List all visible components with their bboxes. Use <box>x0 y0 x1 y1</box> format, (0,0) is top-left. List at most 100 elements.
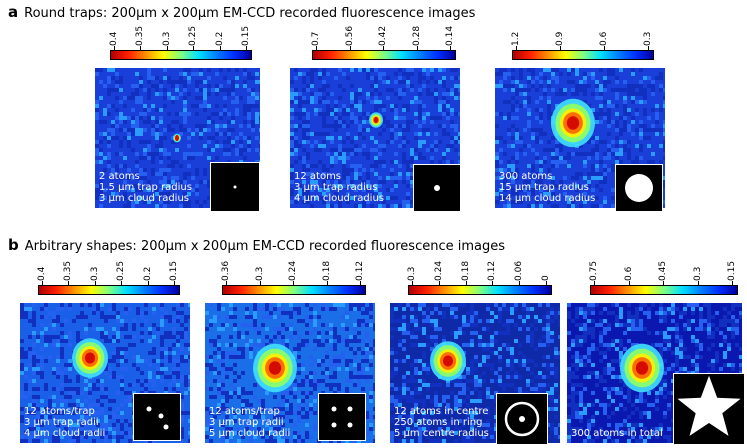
colorbar-tick-mark <box>516 46 517 50</box>
trap-shape-graphic <box>319 394 365 440</box>
trap-spot <box>147 407 152 412</box>
colorbar-tick-mark <box>95 281 96 285</box>
trap-shape-inset <box>413 164 461 212</box>
colorbar-tick-mark <box>246 46 247 50</box>
panel-annotation: 12 atoms in centre <box>394 406 488 417</box>
colorbar-tick-mark <box>293 281 294 285</box>
colorbar-tick-label: 0.6 <box>624 267 634 281</box>
colorbar-tick-mark <box>450 46 451 50</box>
star-trap-shape <box>677 376 740 436</box>
colorbar-tick-label: 0.6 <box>599 32 609 46</box>
trap-spot <box>519 416 525 422</box>
trap-shape-inset <box>496 393 548 445</box>
colorbar-tick-label: 0.3 <box>90 267 100 281</box>
section-a-title: a Round traps: 200µm x 200µm EM-CCD recor… <box>8 3 475 21</box>
trap-spot <box>434 185 440 191</box>
colorbar-tick-mark <box>519 281 520 285</box>
colorbar-tick-mark <box>42 281 43 285</box>
colorbar-tick-mark <box>492 281 493 285</box>
trap-shape-inset <box>615 164 663 212</box>
colorbar-tick-mark <box>316 46 317 50</box>
trap-spot <box>159 414 164 419</box>
panel-annotation: 2 atoms <box>99 171 140 182</box>
atom-cloud <box>374 117 378 123</box>
colorbar-tick-label: 0.15 <box>169 261 179 281</box>
colorbar-tick-mark <box>174 281 175 285</box>
panel-annotation: 250 atoms in ring <box>394 417 482 428</box>
colorbar-tick-mark <box>417 46 418 50</box>
colorbar-tick-mark <box>648 46 649 50</box>
colorbar-tick-mark <box>140 46 141 50</box>
colorbar-tick-label: 0.75 <box>589 261 599 281</box>
colorbar-tick-label: 0.4 <box>37 267 47 281</box>
colorbar-tick-label: 0.9 <box>555 32 565 46</box>
colorbar-tick-mark <box>439 281 440 285</box>
atom-cloud <box>175 135 179 141</box>
panel-annotation: 5 µm centre radius <box>394 428 489 439</box>
colorbar-tick-label: 0.28 <box>412 26 422 46</box>
colorbar <box>110 50 252 60</box>
colorbar-tick-label: 0.12 <box>355 261 365 281</box>
colorbar-tick-mark <box>148 281 149 285</box>
colorbar-tick-mark <box>360 281 361 285</box>
atom-cloud <box>636 361 648 375</box>
colorbar-tick-mark <box>466 281 467 285</box>
trap-shape-graphic <box>134 394 180 440</box>
trap-shape-graphic <box>497 394 547 444</box>
colorbar-tick-mark <box>68 281 69 285</box>
trap-spot <box>164 425 169 430</box>
section-b-letter: b <box>8 236 19 254</box>
atom-cloud <box>443 355 453 366</box>
panel-annotation: 12 atoms/trap <box>209 406 280 417</box>
atom-cloud <box>567 116 579 130</box>
trap-shape-inset <box>318 393 366 441</box>
colorbar-tick-label: 0.24 <box>288 261 298 281</box>
trap-spot <box>234 186 237 189</box>
panel-annotation: 15 µm trap radius <box>499 182 589 193</box>
colorbar-tick-mark <box>121 281 122 285</box>
colorbar-tick-label: 0.7 <box>311 32 321 46</box>
section-b-caption: Arbitrary shapes: 200µm x 200µm EM-CCD r… <box>25 239 505 254</box>
colorbar-tick-label: 0.3 <box>693 267 703 281</box>
colorbar-tick-label: 0.15 <box>727 261 737 281</box>
panel-annotation: 14 µm cloud radius <box>499 193 595 204</box>
colorbar-tick-label: 0.42 <box>378 26 388 46</box>
colorbar-tick-label: 0.3 <box>162 32 172 46</box>
colorbar-tick-mark <box>220 46 221 50</box>
colorbar <box>312 50 456 60</box>
colorbar-tick-mark <box>383 46 384 50</box>
trap-spot <box>348 423 353 428</box>
colorbar-tick-mark <box>732 281 733 285</box>
colorbar-tick-mark <box>663 281 664 285</box>
colorbar-tick-mark <box>412 281 413 285</box>
colorbar-tick-mark <box>226 281 227 285</box>
colorbar-tick-label: 0.25 <box>116 261 126 281</box>
colorbar-tick-label: 0.3 <box>255 267 265 281</box>
colorbar <box>408 285 552 295</box>
panel-annotation: 1.5 µm trap radius <box>99 182 192 193</box>
colorbar-tick-label: 0.18 <box>461 261 471 281</box>
colorbar-tick-label: 0.25 <box>188 26 198 46</box>
colorbar-tick-label: 0.3 <box>407 267 417 281</box>
colorbar-tick-label: 0.2 <box>143 267 153 281</box>
colorbar-tick-mark <box>193 46 194 50</box>
section-a-caption: Round traps: 200µm x 200µm EM-CCD record… <box>24 6 475 21</box>
colorbar-tick-label: 0.24 <box>434 261 444 281</box>
colorbar-tick-label: 0.56 <box>345 26 355 46</box>
trap-spot <box>332 407 337 412</box>
panel-annotation: 300 atoms <box>499 171 552 182</box>
colorbar-tick-mark <box>629 281 630 285</box>
colorbar-tick-mark <box>546 281 547 285</box>
atom-cloud <box>85 352 95 363</box>
panel-annotation: 3 µm trap radii <box>209 417 284 428</box>
panel-annotation: 300 atoms in total <box>571 428 663 439</box>
colorbar <box>512 50 654 60</box>
trap-spot <box>332 423 337 428</box>
panel-annotation: 3 µm trap radii <box>24 417 99 428</box>
colorbar-tick-label: 0.35 <box>135 26 145 46</box>
colorbar-tick-mark <box>594 281 595 285</box>
trap-shape-inset <box>673 373 745 445</box>
colorbar-tick-label: 1.2 <box>511 32 521 46</box>
trap-spot <box>348 407 353 412</box>
colorbar <box>590 285 738 295</box>
